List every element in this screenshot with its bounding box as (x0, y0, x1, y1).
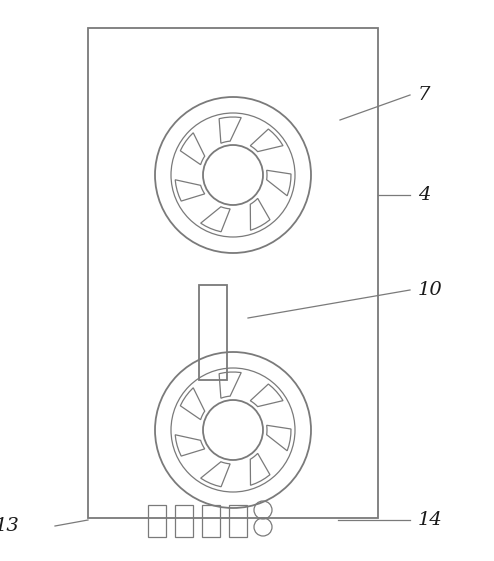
Bar (175, 505, 193, 537)
Text: 4: 4 (418, 186, 430, 204)
Bar (199, 285, 227, 380)
Text: 7: 7 (418, 86, 430, 104)
Text: 13: 13 (0, 517, 19, 535)
Bar (229, 505, 247, 537)
Bar (148, 505, 166, 537)
Bar (88, 28, 378, 518)
Text: 14: 14 (418, 511, 443, 529)
Bar (202, 505, 220, 537)
Text: 10: 10 (418, 281, 443, 299)
